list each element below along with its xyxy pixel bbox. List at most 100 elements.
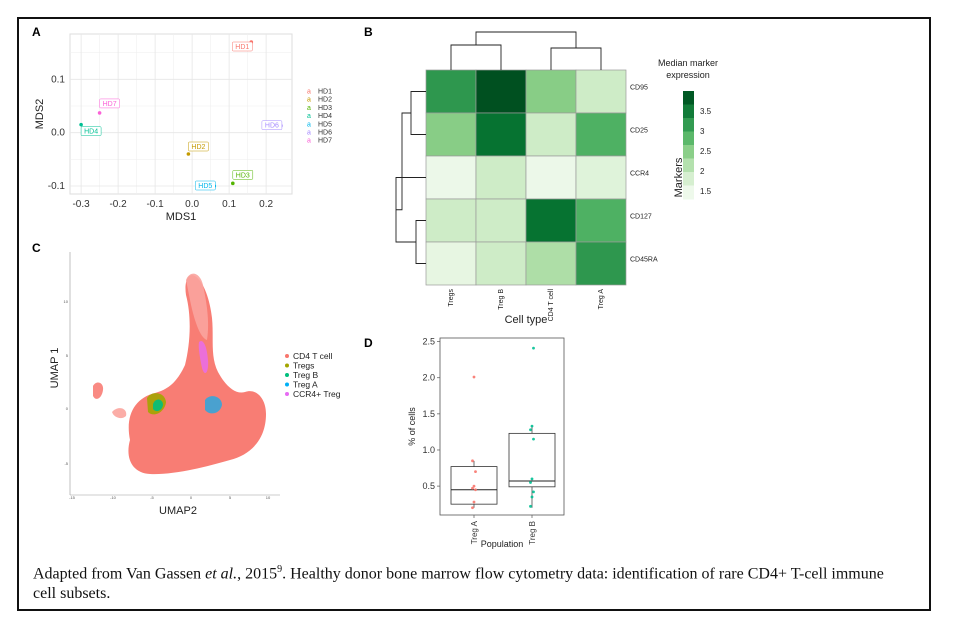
heatmap-column-label: CD4 T cell [548, 289, 555, 322]
umap-legend-key [285, 392, 289, 396]
heatmap-legend-tick: 2.5 [700, 147, 712, 156]
umap-small-cluster [112, 408, 127, 419]
panel-label-d: D [364, 336, 373, 350]
heatmap-legend-tick: 1.5 [700, 187, 712, 196]
mds-x-tick-label: -0.1 [146, 199, 164, 210]
boxplot-point [530, 477, 534, 481]
mds-point [186, 152, 191, 156]
boxplot-box [508, 432, 556, 488]
umap-legend-label: Treg B [293, 370, 319, 380]
umap-y-tick-label: 10 [64, 299, 69, 304]
mds-point-label-box [188, 141, 209, 152]
mds-y-tick-label: 0.0 [51, 128, 65, 139]
heatmap-x-axis-label: Cell type [505, 314, 548, 326]
boxplot-point [474, 470, 477, 474]
mds-point-label: HD6 [265, 123, 279, 130]
caption-part3: . Healthy donor bone marrow flow cytomet… [33, 565, 884, 603]
mds-y-axis-label: MDS2 [34, 99, 46, 130]
umap-y-axis-label: UMAP 1 [49, 348, 61, 389]
caption-sup: 9 [277, 564, 283, 575]
heatmap-legend-tick: 3 [700, 127, 705, 136]
heatmap-cell [525, 241, 577, 286]
mds-point [231, 181, 235, 186]
umap-legend-key [285, 382, 289, 387]
mds-legend-label: HD1 [318, 89, 332, 96]
heatmap-legend-swatch [683, 172, 694, 186]
mds-plot-area [69, 33, 293, 195]
mds-point [97, 111, 102, 115]
boxplot-point [471, 459, 474, 463]
heatmap: CD95 CD25 CCR4 CD127 CD45RA Tregs Treg B CD4 T … [395, 31, 718, 326]
umap-x-tick-label: -15 [69, 495, 76, 500]
heatmap-legend-swatch [683, 104, 694, 119]
heatmap-cell [475, 241, 527, 286]
umap-cd4-cloud [128, 275, 266, 475]
umap-small-cluster [93, 382, 104, 399]
row-dendrogram-branch [415, 220, 426, 264]
boxplot-x-tick-label: Treg B [528, 521, 537, 545]
column-dendrogram-branch [450, 44, 502, 70]
umap-legend-label: CCR4+ Treg [293, 389, 341, 399]
heatmap-legend-title-line1: Median marker [658, 58, 718, 68]
heatmap-cell [475, 198, 527, 243]
heatmap-column-label: Tregs [448, 289, 455, 307]
heatmap-cell [425, 241, 477, 286]
umap-x-tick-label: 0 [190, 495, 193, 500]
umap-legend-label: CD4 T cell [293, 351, 332, 361]
heatmap-cell [475, 155, 527, 200]
mds-x-tick-label: -0.2 [109, 199, 127, 210]
mds-point-label-box [80, 126, 102, 136]
heatmap-row-label: CD45RA [630, 257, 658, 264]
mds-point-label-box [99, 98, 120, 109]
umap-legend-label: Treg A [293, 380, 318, 390]
mds-plot: -0.3 -0.2 -0.1 0.0 0.1 0.20.10.0-0.1MDS1MDS2H… [34, 33, 332, 223]
heatmap-cell [525, 155, 577, 200]
heatmap-legend-swatch [683, 145, 694, 159]
umap-x-tick-label: -10 [110, 495, 117, 500]
umap-legend-key [285, 354, 289, 358]
panel-label-c: C [32, 241, 41, 255]
boxplot-point [472, 484, 476, 488]
boxplot-point [530, 495, 534, 499]
boxplot-point [530, 424, 534, 428]
panel-label-a: A [32, 25, 41, 39]
figure-caption: Adapted from Van Gassen et al., 20159. H… [33, 560, 893, 604]
umap-upper-arm [186, 273, 209, 340]
column-dendrogram-branch [475, 31, 577, 48]
mds-x-axis-label: MDS1 [166, 211, 197, 223]
mds-legend-label: HD3 [318, 105, 332, 112]
heatmap-row-label: CD127 [630, 214, 652, 221]
boxplot-y-tick-label: 2.5 [422, 337, 435, 347]
boxplot-point [532, 346, 535, 350]
mds-point-label: HD7 [103, 101, 117, 108]
mds-point-label-box [232, 41, 253, 52]
heatmap-legend-swatch [683, 91, 694, 105]
umap-legend-key [285, 363, 289, 368]
heatmap-cell [575, 69, 627, 114]
heatmap-cell [575, 198, 627, 243]
umap-tregb-cluster [153, 399, 163, 412]
panel-label-b: B [364, 25, 373, 39]
mds-point-label: HD1 [235, 44, 249, 51]
mds-x-tick-label: 0.2 [259, 199, 273, 210]
boxplot-point [471, 506, 474, 510]
mds-point-label-box [261, 120, 283, 130]
boxplot-x-axis-label: Population [481, 539, 524, 549]
boxplot-point [529, 428, 532, 432]
mds-point-label: HD3 [236, 172, 250, 179]
heatmap-cell [475, 112, 527, 157]
mds-legend-key: a [307, 89, 311, 96]
umap-y-tick-label: 0 [66, 406, 69, 411]
mds-x-tick-label: -0.3 [72, 199, 90, 210]
mds-legend-label: HD4 [318, 113, 332, 120]
row-dendrogram-branch [410, 91, 426, 135]
heatmap-cell [575, 241, 627, 286]
boxplot-point [532, 490, 535, 494]
heatmap-legend-title-line2: expression [666, 70, 710, 80]
heatmap-cell [425, 69, 477, 114]
heatmap-cell [475, 69, 527, 114]
mds-point [79, 122, 83, 127]
mds-legend-key: a [307, 121, 311, 128]
mds-legend-key: a [307, 138, 311, 145]
